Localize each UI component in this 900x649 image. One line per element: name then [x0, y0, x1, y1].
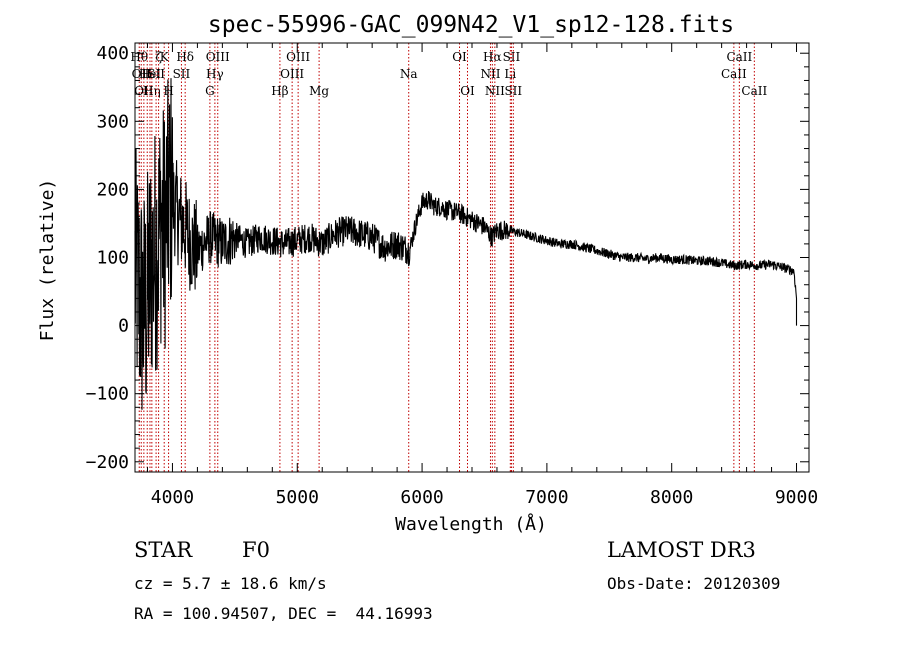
- spectral-line-label: OII: [132, 67, 152, 81]
- y-tick-label: 100: [96, 248, 129, 269]
- y-tick-label: 400: [96, 43, 129, 64]
- spectral-line-label: G: [205, 84, 215, 98]
- spectral-line-label: HeI: [139, 67, 162, 81]
- x-tick-label: 7000: [525, 487, 568, 508]
- spectral-line-label: Li: [504, 67, 516, 81]
- flux-series-line: [134, 78, 798, 410]
- spectral-line-label: NII: [480, 67, 500, 81]
- spectral-line-label: H: [142, 67, 152, 81]
- y-tick-label: 0: [118, 316, 129, 337]
- y-tick-label: 300: [96, 111, 129, 132]
- spectral-line-label: CaII: [721, 67, 747, 81]
- spectral-line-label: Hη: [143, 84, 161, 98]
- spectral-line-label: OI: [452, 50, 467, 64]
- spectral-line-label: Hγ: [206, 67, 224, 81]
- spectral-line-label: ζ: [155, 50, 162, 64]
- object-subclass-label: F0: [242, 538, 270, 562]
- spectral-line-label: OIII: [206, 50, 230, 64]
- x-axis-label: Wavelength (Å): [395, 513, 547, 535]
- spectral-line-label: Na: [400, 67, 418, 81]
- x-tick-label: 5000: [276, 487, 319, 508]
- spectral-lines-layer: HθOIIOIIHHηHeISIIζKHHδSIIGHγOIIIHβOIIIOI…: [130, 43, 767, 472]
- x-tick-label: 6000: [400, 487, 443, 508]
- y-tick-label: −100: [86, 384, 129, 405]
- spectral-line-label: OI: [460, 84, 475, 98]
- spectral-line-label: SII: [503, 50, 521, 64]
- x-tick-labels: 4000 5000 6000 7000 8000 9000: [151, 487, 818, 508]
- spectral-line-label: H: [163, 84, 173, 98]
- spectral-line-label: SII: [173, 67, 191, 81]
- y-tick-label: −200: [86, 452, 129, 473]
- survey-label: LAMOST DR3: [607, 538, 756, 562]
- spectral-line-label: OIII: [286, 50, 310, 64]
- obs-date-text: Obs-Date: 20120309: [607, 574, 781, 593]
- y-tick-label: 200: [96, 179, 129, 200]
- chart-title: spec-55996-GAC_099N42_V1_sp12-128.fits: [208, 12, 734, 38]
- spectral-line-label: Mg: [309, 84, 329, 98]
- spectral-line-label: SII: [147, 67, 165, 81]
- spectral-line-label: Hδ: [176, 50, 194, 64]
- spectral-line-label: Hθ: [130, 50, 148, 64]
- x-tick-label: 8000: [650, 487, 693, 508]
- coords-text: RA = 100.94507, DEC = 44.16993: [134, 604, 433, 623]
- spectral-line-label: Hβ: [271, 84, 288, 98]
- x-tick-label: 9000: [775, 487, 818, 508]
- axis-ticks: [135, 43, 809, 472]
- spectral-line-label: NII: [485, 84, 505, 98]
- object-class-label: STAR: [134, 538, 193, 562]
- spectral-line-label: CaII: [741, 84, 767, 98]
- y-tick-labels: −200 −100 0 100 200 300 400: [86, 43, 129, 473]
- spectral-line-label: SII: [504, 84, 522, 98]
- x-tick-label: 4000: [151, 487, 194, 508]
- spectral-line-label: OIII: [280, 67, 304, 81]
- y-axis-label: Flux (relative): [37, 179, 58, 342]
- spectral-line-label: CaII: [726, 50, 752, 64]
- spectral-line-label: K: [160, 50, 170, 64]
- redshift-text: cz = 5.7 ± 18.6 km/s: [134, 574, 327, 593]
- spectral-line-label: Hα: [483, 50, 502, 64]
